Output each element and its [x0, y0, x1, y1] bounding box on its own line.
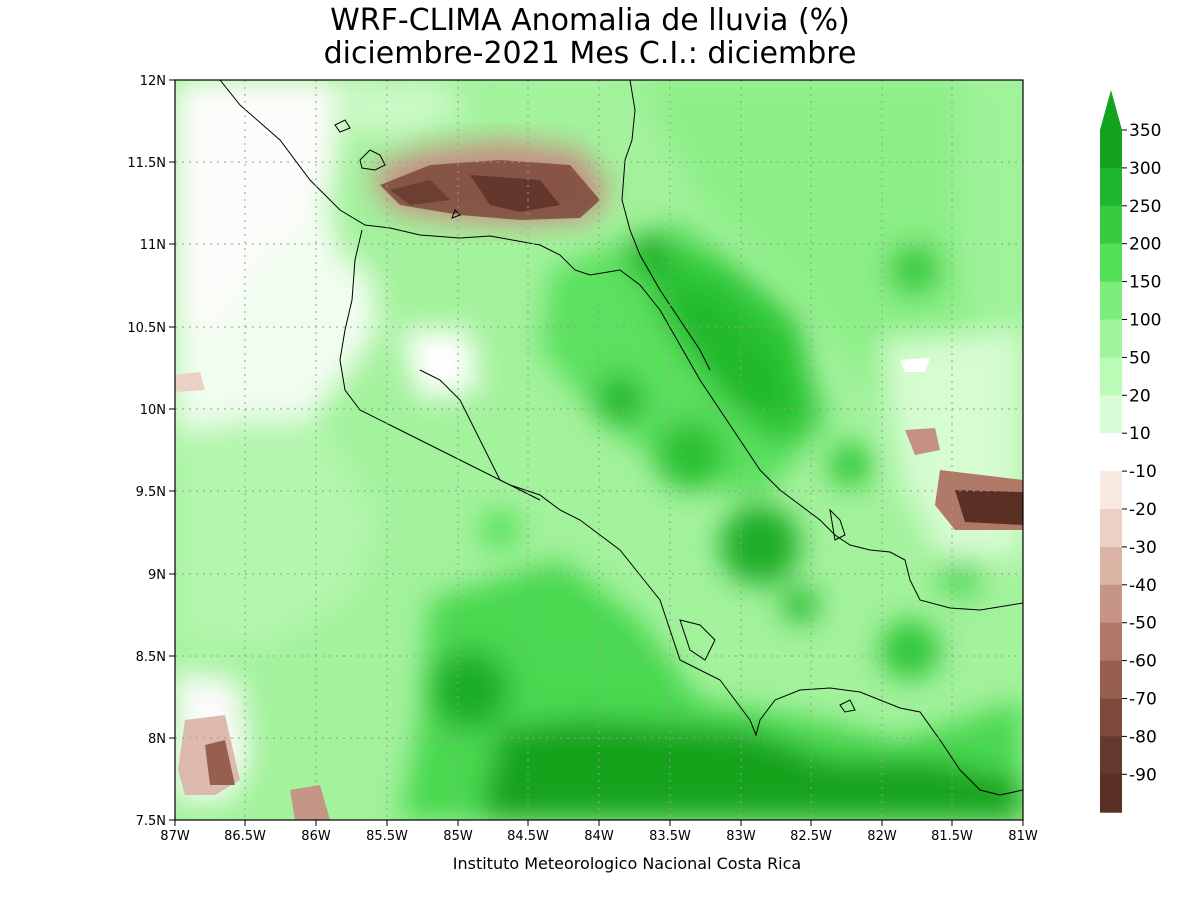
- lon-tick-label: 83.5W: [649, 829, 691, 844]
- credit-text: Instituto Meteorologico Nacional Costa R…: [453, 854, 801, 873]
- lon-tick-label: 81W: [1008, 829, 1038, 844]
- axis-ticks: [169, 79, 1024, 826]
- colorbar-swatch: [1100, 357, 1122, 396]
- colorbar-label: 350: [1129, 121, 1161, 141]
- lon-tick-label: 85W: [443, 829, 473, 844]
- colorbar-swatch: [1100, 395, 1122, 434]
- colorbar-swatch: [1100, 736, 1122, 775]
- colorbar-label: -80: [1129, 727, 1157, 747]
- title-line-2: diciembre-2021 Mes C.I.: diciembre: [324, 36, 857, 71]
- colorbar-swatch: [1100, 509, 1122, 548]
- lat-tick-label: 9N: [148, 568, 166, 583]
- lat-tick-label: 10N: [140, 403, 166, 418]
- lon-tick-label: 86.5W: [224, 829, 266, 844]
- colorbar-label: 250: [1129, 197, 1161, 217]
- lat-tick-label: 11N: [140, 238, 166, 253]
- lat-tick-labels: 12N 11.5N 11N 10.5N 10N 9.5N 9N 8.5N 8N …: [127, 74, 166, 829]
- lon-tick-label: 84W: [584, 829, 614, 844]
- colorbar-swatch: [1100, 433, 1122, 472]
- colorbar-swatch: [1100, 622, 1122, 662]
- colorbar-label: 50: [1129, 348, 1151, 368]
- colorbar-label: 20: [1129, 386, 1151, 406]
- lon-tick-label: 87W: [160, 829, 190, 844]
- lat-tick-label: 9.5N: [136, 485, 166, 500]
- colorbar-swatch: [1100, 319, 1122, 358]
- coastline: [219, 80, 1023, 796]
- colorbar-label: -10: [1129, 462, 1157, 482]
- colorbar-swatch: [1100, 698, 1122, 737]
- colorbar: 350 300 250 200 150 100 50 20 10 -10 -20 -30 -40 -50 -…: [1100, 90, 1161, 813]
- graticule: [175, 80, 1023, 820]
- lat-tick-label: 12N: [140, 74, 166, 89]
- colorbar-label: -50: [1129, 614, 1157, 634]
- colorbar-swatch: [1100, 660, 1122, 699]
- lat-tick-label: 11.5N: [127, 156, 166, 171]
- lat-tick-label: 8N: [148, 732, 166, 747]
- lon-tick-label: 86W: [301, 829, 331, 844]
- precipitation-field: [175, 80, 1023, 820]
- title-line-1: WRF-CLIMA Anomalia de lluvia (%): [330, 3, 850, 38]
- colorbar-swatch: [1100, 243, 1122, 283]
- colorbar-label: -40: [1129, 576, 1157, 596]
- lon-tick-label: 81.5W: [931, 829, 973, 844]
- lat-tick-label: 10.5N: [127, 321, 166, 336]
- colorbar-swatch: [1100, 471, 1122, 510]
- colorbar-label: 100: [1129, 311, 1161, 331]
- colorbar-swatch: [1100, 167, 1122, 207]
- lon-tick-label: 85.5W: [366, 829, 408, 844]
- colorbar-label: -90: [1129, 765, 1157, 785]
- lat-tick-label: 7.5N: [136, 814, 166, 829]
- colorbar-label: 10: [1129, 424, 1151, 444]
- colorbar-swatch: [1100, 584, 1122, 624]
- lon-tick-labels: 87W 86.5W 86W 85.5W 85W 84.5W 84W 83.5W …: [160, 829, 1038, 844]
- colorbar-bottom-arrow: [1100, 773, 1122, 810]
- colorbar-label: -20: [1129, 500, 1157, 520]
- map-panel: 87W 86.5W 86W 85.5W 85W 84.5W 84W 83.5W …: [127, 74, 1038, 844]
- colorbar-swatch: [1100, 281, 1122, 320]
- lon-tick-label: 84.5W: [507, 829, 549, 844]
- colorbar-label: -70: [1129, 690, 1157, 710]
- lon-tick-label: 83W: [726, 829, 756, 844]
- colorbar-label: 300: [1129, 159, 1161, 179]
- colorbar-swatch: [1100, 130, 1122, 169]
- lon-tick-label: 82.5W: [790, 829, 832, 844]
- lat-tick-label: 8.5N: [136, 650, 166, 665]
- colorbar-label: -30: [1129, 538, 1157, 558]
- lon-tick-label: 82W: [867, 829, 897, 844]
- colorbar-label: 150: [1129, 273, 1161, 293]
- colorbar-label: 200: [1129, 235, 1161, 255]
- colorbar-swatch: [1100, 546, 1122, 586]
- colorbar-swatch: [1100, 205, 1122, 245]
- colorbar-label: -60: [1129, 652, 1157, 672]
- colorbar-top-arrow: [1100, 90, 1122, 130]
